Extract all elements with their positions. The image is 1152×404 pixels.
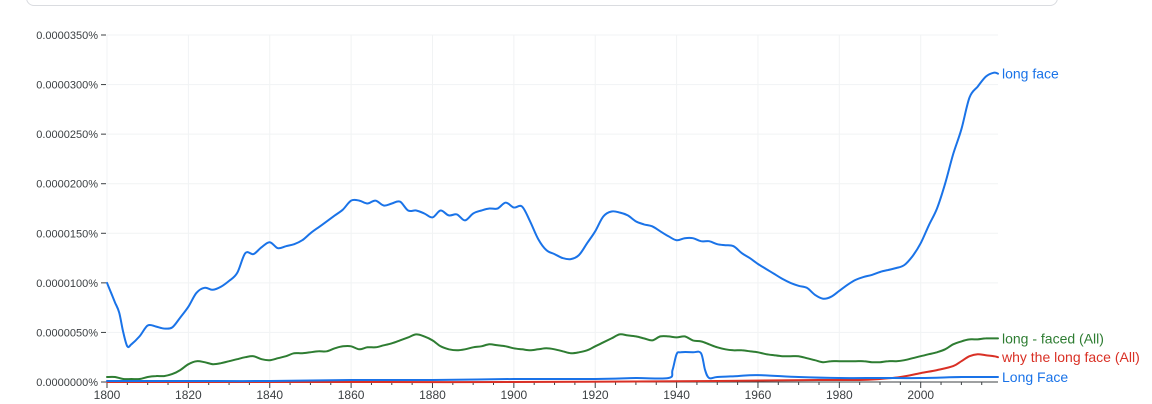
series-line-1	[106, 333, 999, 381]
x-tick-label: 1940	[663, 388, 690, 402]
x-tick-label: 1980	[826, 388, 853, 402]
x-tick-label: 1820	[175, 388, 202, 402]
series-label-1: long - faced (All)	[1002, 330, 1104, 346]
x-tick-label: 1880	[419, 388, 446, 402]
y-tick-label: 0.0000100%	[36, 278, 98, 290]
x-tick-label: 1900	[500, 388, 527, 402]
axes: 0.0000000% 0.0000050% 0.0000100% 0.0000150%…	[36, 30, 998, 402]
grid-lines	[106, 34, 998, 382]
x-tick-label: 1800	[94, 388, 121, 402]
x-tick-label: 1920	[582, 388, 609, 402]
y-tick-label: 0.0000350%	[36, 30, 98, 42]
series-line-0	[106, 71, 999, 349]
series-label-0: long face	[1002, 66, 1059, 82]
series-label-3: Long Face	[1002, 369, 1068, 385]
x-tick-label: 1860	[338, 388, 365, 402]
series-label-2: why the long face (All)	[1001, 349, 1140, 365]
series-line-3	[106, 350, 999, 383]
y-tick-label: 0.0000050%	[36, 327, 98, 339]
y-tick-label: 0.0000150%	[36, 228, 98, 240]
x-tick-label: 1960	[745, 388, 772, 402]
series-labels: long face long - faced (All) why the long …	[1001, 66, 1140, 385]
x-tick-label: 1840	[256, 388, 283, 402]
y-tick-label: 0.0000300%	[36, 80, 98, 92]
y-tick-label: 0.0000250%	[36, 129, 98, 141]
y-tick-label: 0.0000000%	[36, 377, 98, 389]
y-tick-label: 0.0000200%	[36, 179, 98, 191]
series-lines	[106, 71, 999, 384]
x-tick-label: 2000	[907, 388, 934, 402]
